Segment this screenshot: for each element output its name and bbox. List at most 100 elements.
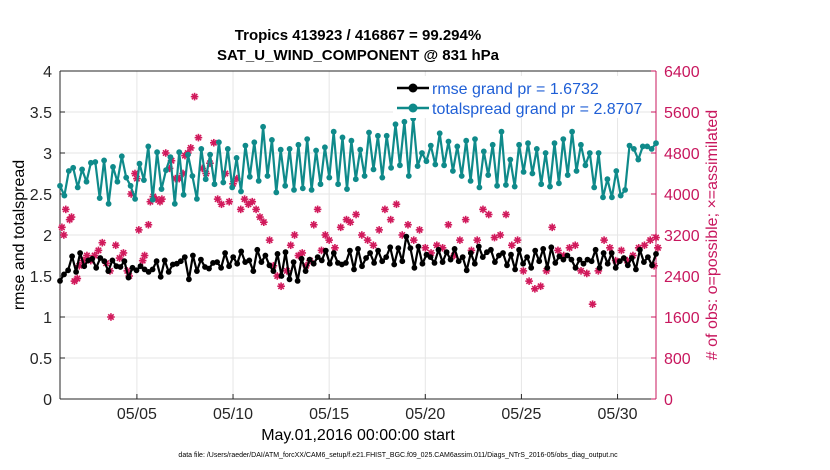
obs-star-marker: [119, 249, 128, 257]
rmse-point: [206, 265, 212, 272]
totalspread-point: [123, 174, 130, 181]
obs-star-stroke: [237, 206, 245, 213]
rmse-point: [451, 246, 458, 252]
y2-axis-label: # of obs: o=possible; ×=assimilated: [704, 110, 721, 360]
obs-star-stroke: [520, 267, 527, 275]
obs-star-stroke: [266, 236, 273, 244]
obs-star-marker: [508, 241, 516, 250]
totalspread-point: [582, 162, 589, 169]
obs-star-marker: [409, 236, 418, 244]
rmse-point: [407, 245, 414, 252]
x-tick-label: 05/05: [117, 406, 157, 423]
rmse-point: [540, 246, 547, 252]
obs-star-stroke: [364, 236, 371, 244]
rmse-point: [198, 256, 204, 263]
rmse-series: [57, 233, 659, 284]
y-axis-left: 0 0.5 1 1.5 2 2.5 3 3.5 4: [30, 64, 65, 409]
rmse-point: [387, 244, 394, 251]
obs-star-stroke: [83, 252, 91, 259]
y-tick-label: 1: [43, 310, 52, 327]
rmse-point: [556, 253, 563, 260]
rmse-point: [194, 268, 200, 274]
rmse-point: [258, 259, 265, 265]
y-tick-label: 4: [43, 64, 52, 81]
obs-star-stroke: [195, 134, 202, 141]
rmse-point: [314, 254, 321, 260]
totalspread-point: [388, 164, 394, 171]
y-tick-label: 2: [43, 228, 52, 245]
obs-star-marker: [415, 226, 424, 234]
rmse-point: [528, 264, 535, 271]
obs-star-marker: [386, 215, 395, 224]
totalspread-point: [238, 188, 244, 195]
rmse-point: [274, 251, 281, 257]
totalspread-point: [141, 177, 147, 184]
obs-star-marker: [194, 133, 203, 142]
rmse-point: [455, 258, 462, 265]
rmse-point: [363, 255, 369, 261]
totalspread-point: [171, 200, 178, 207]
rmse-point: [351, 266, 357, 273]
totalspread-point: [458, 173, 465, 179]
totalspread-point: [357, 146, 364, 153]
obs-star-marker: [548, 223, 556, 232]
totalspread-point: [154, 149, 161, 156]
totalspread-point: [92, 159, 99, 165]
totalspread-point: [578, 141, 584, 148]
totalspread-point: [330, 128, 337, 135]
rmse-point: [81, 263, 88, 270]
y2-tick-label: 4800: [664, 146, 700, 163]
obs-star-stroke: [314, 206, 321, 213]
obs-star-stroke: [116, 254, 123, 262]
obs-star-stroke: [252, 206, 260, 213]
y2-tick-label: 1600: [664, 310, 700, 327]
obs-star-stroke: [337, 224, 344, 231]
totalspread-point: [414, 163, 421, 170]
totalspread-point: [366, 129, 372, 136]
obs-star-marker: [94, 246, 103, 255]
totalspread-point: [198, 146, 205, 152]
totalspread-point: [441, 162, 447, 169]
totalspread-point: [132, 196, 139, 202]
obs-star-marker: [58, 223, 66, 232]
obs-star-stroke: [387, 216, 394, 223]
rmse-point: [463, 267, 470, 274]
rmse-point: [69, 253, 75, 260]
obs-star-stroke: [583, 270, 591, 277]
rmse-point: [653, 251, 659, 257]
x-tick-label: 05/15: [309, 406, 349, 423]
obs-star-marker: [369, 241, 378, 250]
totalspread-point: [617, 192, 624, 199]
rmse-point: [564, 252, 571, 259]
obs-star-stroke: [404, 221, 412, 229]
obs-star-marker: [531, 285, 539, 293]
totalspread-point: [114, 178, 121, 185]
rmse-point: [415, 243, 422, 250]
rmse-point: [616, 258, 623, 265]
obs-star-stroke: [298, 249, 306, 257]
obs-star-marker: [336, 223, 345, 232]
totalspread-point: [61, 192, 68, 199]
obs-star-marker: [571, 241, 580, 250]
obs-star-stroke: [496, 231, 504, 239]
totalspread-point: [118, 153, 125, 160]
obs-star-marker: [496, 231, 505, 239]
rmse-point: [262, 252, 269, 259]
rmse-point: [576, 256, 583, 263]
rmse-point: [310, 260, 317, 267]
y-tick-label: 2.5: [30, 187, 52, 204]
totalspread-point: [282, 182, 289, 189]
obs-star-marker: [654, 244, 662, 252]
obs-star-stroke: [479, 206, 487, 213]
obs-star-marker: [490, 233, 499, 242]
totalspread-point: [551, 140, 558, 147]
obs-star-marker: [461, 215, 470, 224]
totalspread-point: [573, 168, 580, 174]
totalspread-point: [176, 149, 183, 156]
rmse-point: [254, 246, 261, 253]
totalspread-point: [405, 173, 412, 179]
rmse-point: [355, 246, 361, 252]
x-tick-label: 05/20: [405, 406, 445, 423]
totalspread-point: [626, 142, 633, 149]
obs-star-marker: [98, 238, 107, 247]
